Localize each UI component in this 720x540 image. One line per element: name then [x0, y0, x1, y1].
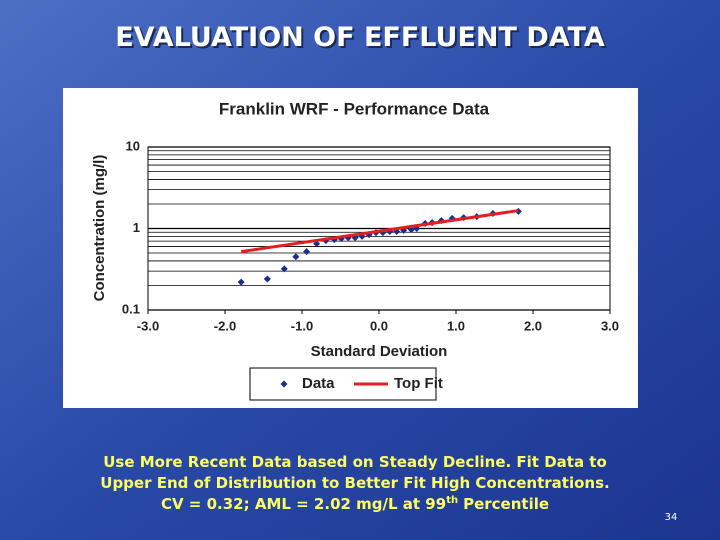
data-point: [292, 253, 300, 261]
y-tick-label: 10: [126, 138, 140, 153]
caption-line: Use More Recent Data based on Steady Dec…: [103, 453, 607, 471]
data-point: [303, 248, 311, 256]
data-point: [237, 278, 245, 286]
legend-box: [249, 367, 437, 401]
chart-title: Franklin WRF - Performance Data: [219, 99, 490, 118]
caption-line: CV = 0.32; AML = 2.02 mg/L at 99th Percen…: [161, 495, 549, 513]
legend-label: Top Fit: [394, 375, 443, 392]
x-axis-title: Standard Deviation: [311, 343, 448, 360]
legend-label: Data: [302, 375, 335, 392]
x-tick-label: -1.0: [291, 318, 313, 333]
y-axis-title: Concentration (mg/l): [91, 155, 108, 302]
plot-frame: [147, 146, 611, 311]
data-point: [263, 275, 271, 283]
chart: Franklin WRF - Performance Data Standard…: [91, 99, 619, 401]
title-shadow: EVALUATION OF EFFLUENT DATA: [117, 24, 607, 55]
x-tick-label: -2.0: [214, 318, 236, 333]
x-tick-label: 2.0: [524, 318, 542, 333]
x-tick-label: 0.0: [370, 318, 388, 333]
x-tick-label: 1.0: [447, 318, 465, 333]
chart-box: [63, 88, 638, 408]
legend-marker: [280, 380, 288, 388]
fit-line: [240, 209, 519, 254]
caption-text: CV = 0.32; AML = 2.02 mg/L at 99: [161, 495, 446, 513]
y-tick-label: 0.1: [122, 301, 140, 316]
data-point: [280, 265, 288, 273]
x-tick-label: -3.0: [137, 318, 159, 333]
page-number: 34: [665, 512, 678, 523]
x-tick-label: 3.0: [601, 318, 619, 333]
caption-text: Percentile: [463, 495, 549, 513]
superscript: th: [446, 495, 458, 506]
caption-line: Upper End of Distribution to Better Fit …: [100, 474, 609, 492]
slide-title: EVALUATION OF EFFLUENT DATA: [115, 22, 605, 53]
y-tick-label: 1: [133, 220, 140, 235]
caption: Use More Recent Data based on Steady Dec…: [100, 453, 609, 513]
